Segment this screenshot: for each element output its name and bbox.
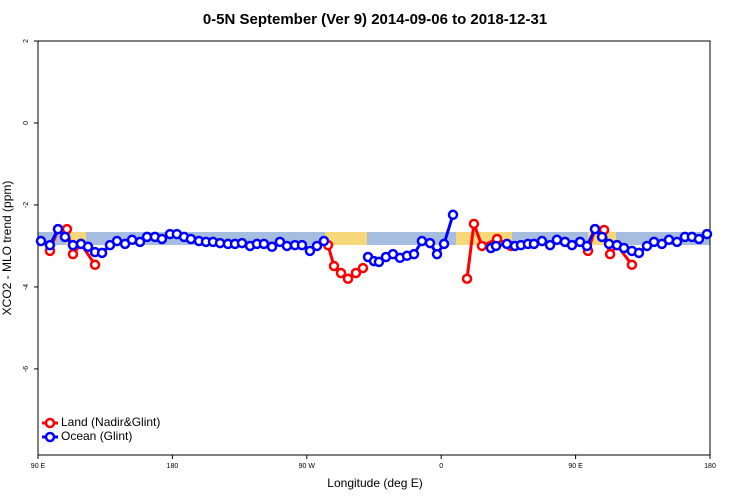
series-point [328,260,340,272]
series-point [266,241,278,253]
series-point [671,236,683,248]
series-point [468,218,480,230]
y-axis-label: XCO2 - MLO trend (ppm) [0,181,14,316]
series-point [311,240,323,252]
series-point [476,240,488,252]
series-point [304,245,316,257]
y-tick-label: -4 [23,284,30,290]
land-band [325,232,367,245]
series-point [551,234,563,246]
series-point [35,235,47,247]
x-axis-label: Longitude (deg E) [327,476,422,490]
series-point [416,235,428,247]
chart-title: 0-5N September (Ver 9) 2014-09-06 to 201… [203,11,547,28]
series-point [604,248,616,260]
x-tick-label: 90 W [299,463,316,470]
series-point [52,223,64,235]
plot-frame [37,40,711,456]
series-point [89,259,101,271]
y-tick-label: -2 [23,202,30,208]
series-point [156,233,168,245]
series-point [335,267,347,279]
series-point [185,233,197,245]
series-point [67,239,79,251]
x-tick-label: 180 [704,463,716,470]
series-point [701,228,713,240]
series-point [281,240,293,252]
y-tick-label: 2 [23,39,30,43]
legend-label: Ocean (Glint) [61,429,132,443]
series-point [596,231,608,243]
series-point [296,239,308,251]
series-point [134,236,146,248]
series-point [431,248,443,260]
series-point [633,247,645,259]
series-point [258,238,270,250]
x-tick-label: 180 [167,463,179,470]
series-point [96,247,108,259]
series-point [44,239,56,251]
series-point [438,238,450,250]
x-tick-label: 0 [439,463,443,470]
legend-label: Land (Nadir&Glint) [61,415,160,429]
series-point [581,240,593,252]
series-point [447,209,459,221]
series-point [342,273,354,284]
legend-marker [44,417,56,429]
series-point [490,240,502,252]
series-point [82,241,94,253]
series-point [536,235,548,247]
series-point [626,259,638,271]
series-point [566,239,578,251]
series-point [501,238,513,250]
series-point [589,223,601,235]
series-point [373,256,385,268]
x-tick-label: 90 E [31,463,46,470]
y-tick-label: 0 [23,121,30,125]
series-point [693,233,705,245]
x-tick-label: 90 E [568,463,583,470]
series-point [59,231,71,243]
series-point [461,273,473,284]
series-point [663,234,675,246]
series-point [236,237,248,249]
series-point [318,235,330,247]
series-point [408,248,420,260]
series-point [544,239,556,251]
series-point [528,238,540,250]
series-point [603,238,615,250]
series-point [111,235,123,247]
series-point [67,248,79,260]
series-point [424,237,436,249]
series-point [350,267,362,279]
series-point [357,262,369,274]
legend-marker [44,431,56,443]
y-tick-label: -6 [23,366,30,372]
